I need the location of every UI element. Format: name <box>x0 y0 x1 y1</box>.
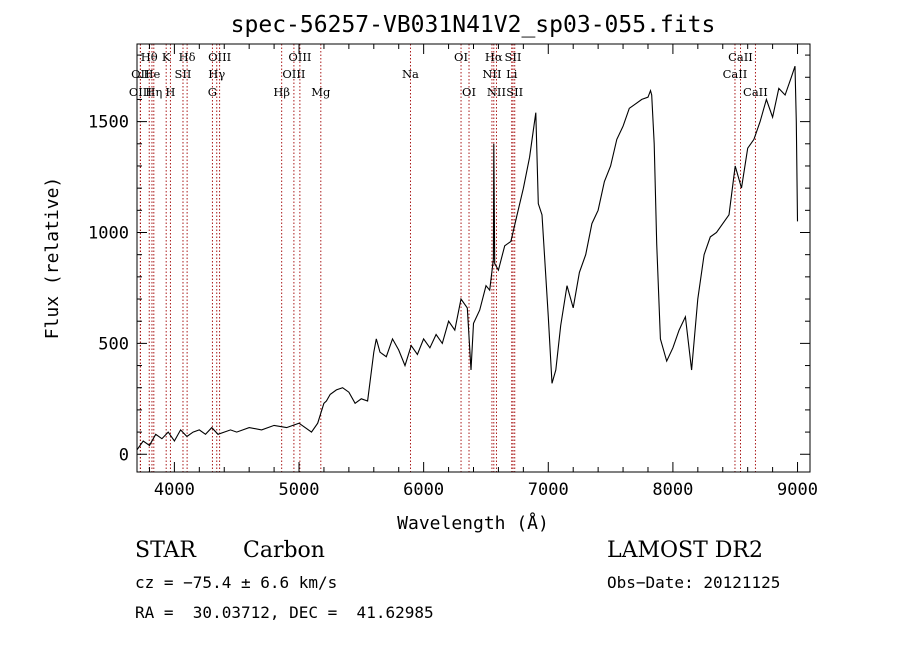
observation-date: Obs−Date: 20121125 <box>607 573 781 592</box>
spectral-line-label: Hα <box>485 50 503 64</box>
spectral-line-label: SII <box>506 85 523 99</box>
spectral-line-label: SII <box>175 67 192 81</box>
spectral-line-label: K <box>162 50 171 64</box>
x-tick-label: 7000 <box>528 480 569 500</box>
plot-frame <box>136 43 811 473</box>
spectral-line-label: Hγ <box>208 67 225 81</box>
x-tick-label: 4000 <box>154 480 195 500</box>
object-type: STAR <box>135 538 196 563</box>
spectral-line-label: He <box>144 67 161 81</box>
spectral-line-label: OIII <box>288 50 311 64</box>
spectral-line-label: OIII <box>129 85 152 99</box>
spectral-line-label: CaII <box>723 67 748 81</box>
x-tick-label: 6000 <box>403 480 444 500</box>
y-tick-label: 0 <box>119 445 129 465</box>
y-axis-label: Flux (relative) <box>42 177 63 340</box>
y-tick-label: 500 <box>98 334 129 354</box>
spectral-line-label: OI <box>462 85 476 99</box>
spectrum-line <box>136 66 799 451</box>
spectral-line-label: OII <box>131 67 150 81</box>
axis-ticks-layer: 4000 5000 6000 7000 8000 9000 0 500 1000 1500 <box>88 44 818 500</box>
spectral-lines-layer <box>139 44 756 472</box>
redshift-velocity: cz = −75.4 ± 6.6 km/s <box>135 573 338 592</box>
spectral-line-label: Mg <box>311 85 331 99</box>
spectral-line-label: NII <box>487 85 506 99</box>
spectral-line-label: Hη <box>145 85 162 99</box>
spectral-line-label: Hβ <box>273 85 290 99</box>
chart-title: spec-56257-VB031N41V2_sp03-055.fits <box>231 12 716 38</box>
x-tick-label: 5000 <box>279 480 320 500</box>
spectral-line-label: G <box>208 85 217 99</box>
spectral-line-label: OIII <box>208 50 231 64</box>
survey-name: LAMOST DR2 <box>607 538 763 563</box>
spectral-line-label: CaII <box>743 85 768 99</box>
y-tick-label: 1500 <box>88 113 129 133</box>
y-tick-label: 1000 <box>88 223 129 243</box>
spectral-line-label: Hθ <box>141 50 158 64</box>
spectral-line-label: H <box>165 85 175 99</box>
spectral-line-label: Li <box>506 67 518 81</box>
spectral-line-label: OI <box>454 50 468 64</box>
x-axis-label: Wavelength (Å) <box>397 512 549 534</box>
x-tick-label: 8000 <box>652 480 693 500</box>
spectral-line-label: NII <box>482 67 501 81</box>
spectral-line-label: CaII <box>728 50 753 64</box>
spectral-line-label: SII <box>505 50 522 64</box>
spectral-line-label: OIII <box>282 67 305 81</box>
sky-coordinates: RA = 30.03712, DEC = 41.62985 <box>135 603 434 622</box>
object-subclass: Carbon <box>243 538 325 563</box>
spectral-line-label: Na <box>402 67 419 81</box>
spectral-line-label: Hδ <box>179 50 196 64</box>
x-tick-label: 9000 <box>777 480 818 500</box>
